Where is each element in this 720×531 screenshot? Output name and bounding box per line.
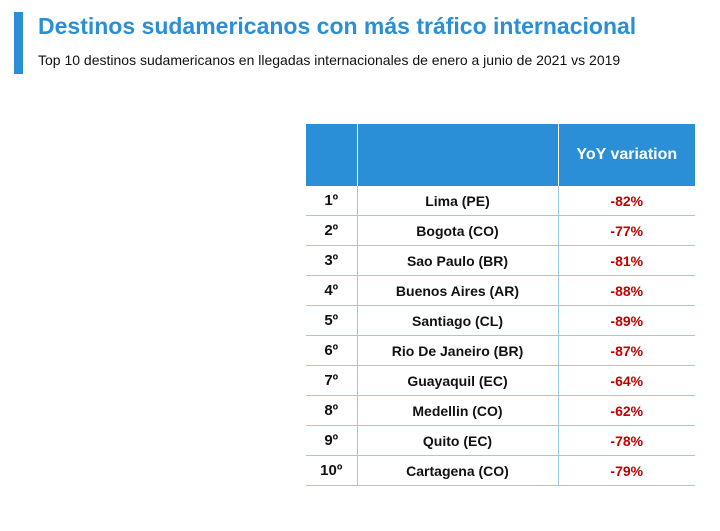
rank-cell: 1º <box>306 186 358 216</box>
rank-cell: 3º <box>306 245 358 276</box>
table-row: 7º Guayaquil (EC) -64% <box>306 365 695 396</box>
destination-cell: Cartagena (CO) <box>357 455 559 486</box>
destination-cell: Quito (EC) <box>357 425 559 456</box>
rank-cell: 6º <box>306 335 358 366</box>
header-destination <box>357 124 559 186</box>
table-body: 1º Lima (PE) -82% 2º Bogota (CO) -77% 3º Sao Pa… <box>306 186 695 486</box>
table-row: 3º Sao Paulo (BR) -81% <box>306 245 695 276</box>
var-cell: -81% <box>558 245 695 276</box>
page-title: Destinos sudamericanos con más tráfico i… <box>38 13 637 39</box>
var-cell: -77% <box>558 215 695 246</box>
rank-cell: 2º <box>306 215 358 246</box>
table-row: 2º Bogota (CO) -77% <box>306 215 695 246</box>
var-cell: -78% <box>558 425 695 456</box>
destination-cell: Sao Paulo (BR) <box>357 245 559 276</box>
destination-cell: Santiago (CL) <box>357 305 559 336</box>
var-cell: -87% <box>558 335 695 366</box>
table-row: 10º Cartagena (CO) -79% <box>306 455 695 486</box>
var-cell: -82% <box>558 186 695 216</box>
title-accent-bar <box>14 12 23 74</box>
destination-cell: Bogota (CO) <box>357 215 559 246</box>
rank-cell: 8º <box>306 395 358 426</box>
table-row: 9º Quito (EC) -78% <box>306 425 695 456</box>
var-cell: -64% <box>558 365 695 396</box>
header-yoy-variation: YoY variation <box>558 124 695 186</box>
destination-cell: Lima (PE) <box>357 186 559 216</box>
destination-cell: Rio De Janeiro (BR) <box>357 335 559 366</box>
table-row: 8º Medellin (CO) -62% <box>306 395 695 426</box>
var-cell: -79% <box>558 455 695 486</box>
destination-cell: Guayaquil (EC) <box>357 365 559 396</box>
ranking-table: YoY variation 1º Lima (PE) -82% 2º Bogota (C… <box>306 124 695 486</box>
rank-cell: 10º <box>306 455 358 486</box>
var-cell: -62% <box>558 395 695 426</box>
table-header-row: YoY variation <box>306 124 695 186</box>
destination-cell: Buenos Aires (AR) <box>357 275 559 306</box>
destination-cell: Medellin (CO) <box>357 395 559 426</box>
header-rank <box>306 124 358 186</box>
rank-cell: 5º <box>306 305 358 336</box>
rank-cell: 4º <box>306 275 358 306</box>
var-cell: -88% <box>558 275 695 306</box>
page-subtitle: Top 10 destinos sudamericanos en llegada… <box>38 52 621 68</box>
rank-cell: 9º <box>306 425 358 456</box>
table-row: 1º Lima (PE) -82% <box>306 186 695 216</box>
var-cell: -89% <box>558 305 695 336</box>
table-row: 4º Buenos Aires (AR) -88% <box>306 275 695 306</box>
rank-cell: 7º <box>306 365 358 396</box>
table-row: 5º Santiago (CL) -89% <box>306 305 695 336</box>
table-row: 6º Rio De Janeiro (BR) -87% <box>306 335 695 366</box>
